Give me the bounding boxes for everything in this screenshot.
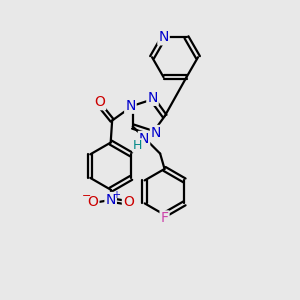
Text: N: N [151, 126, 161, 140]
Text: N: N [139, 132, 149, 146]
Text: F: F [160, 212, 169, 225]
Text: O: O [123, 195, 134, 209]
Text: −: − [82, 191, 91, 201]
Text: O: O [88, 195, 98, 209]
Text: N: N [147, 91, 158, 105]
Text: N: N [106, 193, 116, 207]
Text: N: N [158, 30, 169, 44]
Text: H: H [133, 139, 142, 152]
Text: +: + [112, 190, 120, 200]
Text: N: N [125, 99, 136, 113]
Text: O: O [94, 95, 105, 109]
